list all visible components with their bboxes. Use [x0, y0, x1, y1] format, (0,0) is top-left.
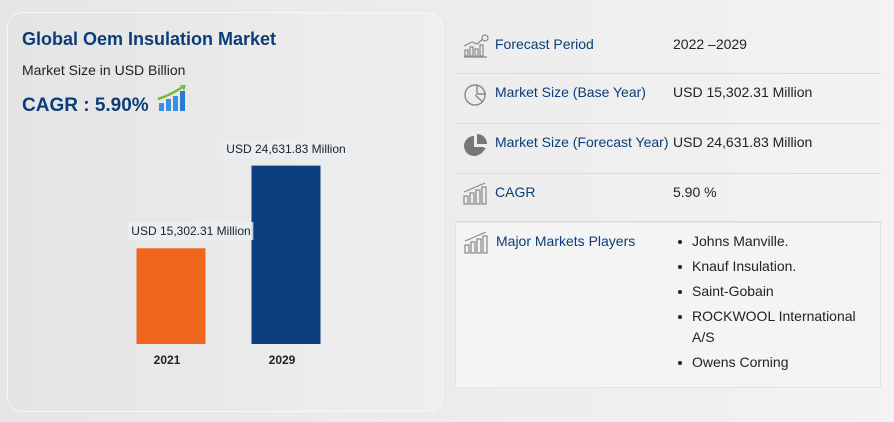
info-table: Forecast Period 2022 –2029 Market Size (…	[455, 26, 881, 388]
table-row: Forecast Period 2022 –2029	[455, 26, 881, 74]
table-row: Market Size (Forecast Year) USD 24,631.8…	[455, 124, 881, 174]
pie-outline-icon	[455, 82, 495, 113]
row-value: 5.90 %	[673, 184, 717, 200]
cagr-label: CAGR : 5.90%	[22, 95, 149, 116]
row-value: USD 15,302.31 Million	[673, 84, 813, 100]
data-label: USD 24,631.83 Million	[223, 139, 349, 158]
player-item: Saint-Gobain	[674, 281, 880, 302]
players-key: Major Markets Players	[496, 233, 636, 249]
player-item: Johns Manville.	[674, 231, 880, 252]
players-list: Johns Manville. Knauf Insulation. Saint-Go…	[674, 231, 880, 373]
table-row: Market Size (Base Year) USD 15,302.31 Mi…	[455, 74, 881, 124]
category-label: 2029	[268, 353, 296, 367]
growth-chart-icon	[157, 84, 186, 111]
data-label: USD 15,302.31 Million	[128, 222, 254, 241]
row-value: USD 24,631.83 Million	[673, 134, 813, 150]
pie-filled-icon	[455, 132, 495, 163]
chart-title: Global Oem Insulation Market	[22, 29, 277, 49]
bar-growth-icon	[456, 231, 496, 377]
row-key: CAGR	[495, 184, 536, 200]
category-label: 2021	[153, 353, 181, 367]
chart-subtitle: Market Size in USD Billion	[22, 62, 186, 78]
player-item: Owens Corning	[674, 352, 880, 373]
bar-growth-icon	[455, 182, 495, 211]
row-key: Market Size (Base Year)	[495, 84, 646, 100]
row-key: Forecast Period	[495, 36, 594, 52]
table-row: CAGR 5.90 %	[455, 174, 881, 222]
chart-card: Global Oem Insulation Market Market Size…	[7, 12, 443, 412]
forecast-chart-icon	[455, 34, 495, 63]
player-item: ROCKWOOL International A/S	[674, 306, 880, 348]
table-row-players: Major Markets Players Johns Manville. Kna…	[455, 222, 881, 388]
row-key: Market Size (Forecast Year)	[495, 134, 669, 150]
row-value: 2022 –2029	[673, 36, 747, 52]
player-item: Knauf Insulation.	[674, 256, 880, 277]
